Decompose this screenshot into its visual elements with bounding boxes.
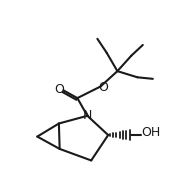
Text: N: N bbox=[83, 109, 92, 122]
Text: O: O bbox=[99, 81, 109, 94]
Text: O: O bbox=[55, 83, 65, 96]
Text: OH: OH bbox=[141, 126, 160, 139]
